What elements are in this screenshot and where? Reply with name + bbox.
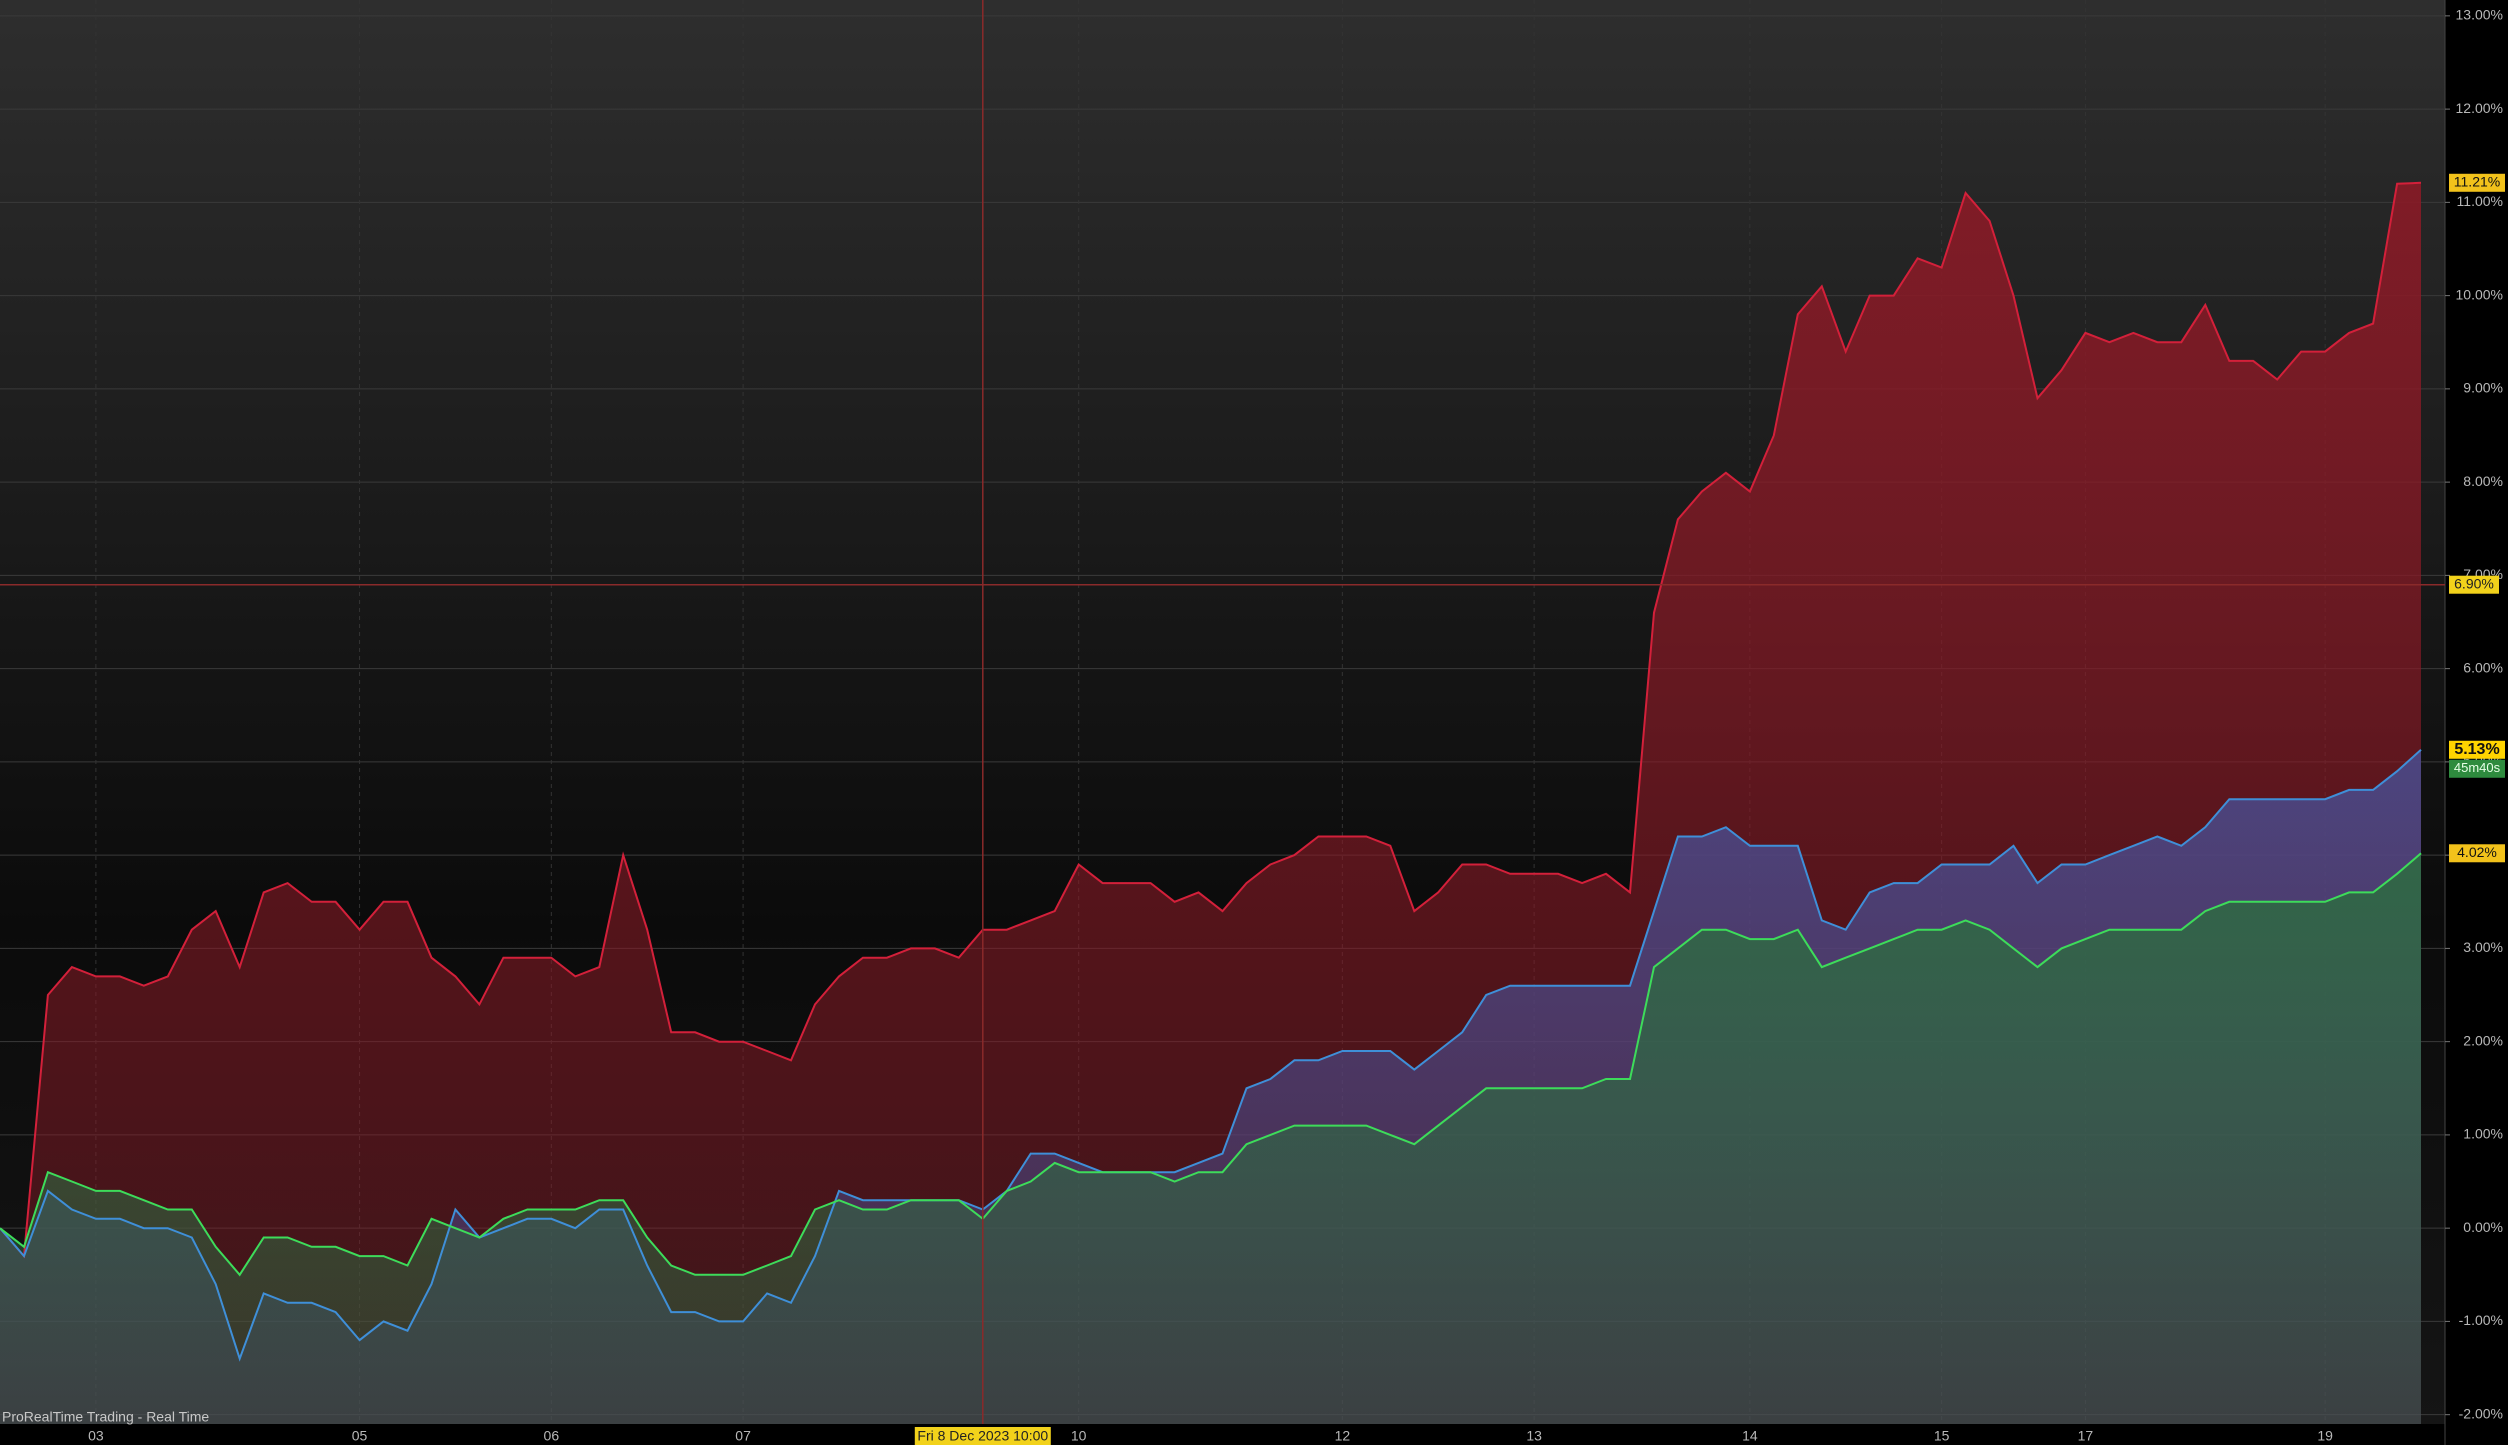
crosshair-y-tag bbox=[2449, 575, 2499, 594]
series-area bbox=[0, 853, 2421, 1424]
countdown-tag bbox=[2449, 759, 2505, 778]
series-line bbox=[0, 852, 2422, 1277]
series-line bbox=[0, 749, 2422, 1362]
y-axis-panel bbox=[2445, 0, 2508, 1445]
last-value-label: 4.02% bbox=[2457, 844, 2497, 860]
crosshair-x-tag bbox=[914, 1427, 1051, 1445]
crosshair-x-label: Fri 8 Dec 2023 10:00 bbox=[917, 1428, 1048, 1444]
x-tick-label: 06 bbox=[544, 1428, 560, 1444]
x-tick-label: 13 bbox=[1526, 1428, 1542, 1444]
countdown-label: 45m40s bbox=[2454, 760, 2501, 775]
x-tick-label: 12 bbox=[1335, 1428, 1351, 1444]
x-tick-label: 14 bbox=[1742, 1428, 1758, 1444]
x-tick-label: 19 bbox=[2317, 1428, 2333, 1444]
y-tick-label: 1.00% bbox=[2463, 1126, 2503, 1142]
y-tick-label: 3.00% bbox=[2463, 939, 2503, 955]
y-tick-label: 12.00% bbox=[2456, 100, 2503, 116]
x-tick-label: 03 bbox=[88, 1428, 104, 1444]
y-tick-label: 9.00% bbox=[2463, 380, 2503, 396]
last-value-tag bbox=[2449, 844, 2505, 863]
last-value-tag bbox=[2449, 740, 2505, 759]
series-line bbox=[0, 181, 2422, 1259]
y-tick-label: 0.00% bbox=[2463, 1219, 2503, 1235]
y-tick-label: 2.00% bbox=[2463, 1032, 2503, 1048]
y-tick-label: 13.00% bbox=[2456, 7, 2503, 23]
last-value-label: 5.13% bbox=[2454, 741, 2499, 758]
last-value-tag bbox=[2449, 173, 2505, 192]
x-tick-label: 10 bbox=[1071, 1428, 1087, 1444]
x-axis-panel bbox=[0, 1424, 2445, 1445]
y-tick-label: -1.00% bbox=[2459, 1312, 2503, 1328]
y-tick-label: 10.00% bbox=[2456, 286, 2503, 302]
y-tick-label: 6.00% bbox=[2463, 659, 2503, 675]
x-tick-label: 15 bbox=[1934, 1428, 1950, 1444]
crosshair-y-label: 6.90% bbox=[2454, 575, 2494, 591]
y-tick-label: -2.00% bbox=[2459, 1405, 2503, 1421]
y-tick-label: 11.00% bbox=[2457, 193, 2503, 209]
x-tick-label: 05 bbox=[352, 1428, 368, 1444]
x-tick-label: 07 bbox=[735, 1428, 751, 1444]
last-value-label: 11.21% bbox=[2454, 173, 2500, 189]
y-tick-label: 8.00% bbox=[2463, 473, 2503, 489]
x-tick-label: 17 bbox=[2078, 1428, 2094, 1444]
footer-label: ProRealTime Trading - Real Time bbox=[2, 1409, 209, 1425]
